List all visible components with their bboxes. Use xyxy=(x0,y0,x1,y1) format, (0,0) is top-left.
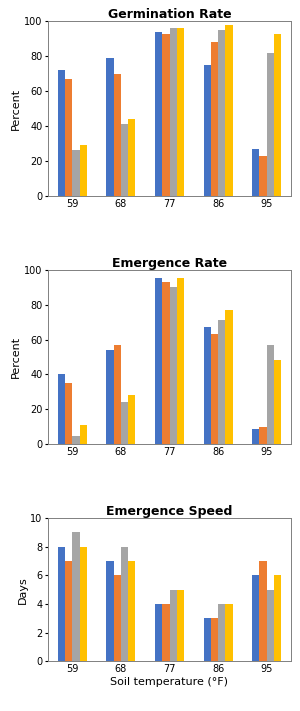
Bar xyxy=(218,30,225,196)
Bar xyxy=(65,79,72,196)
Bar xyxy=(72,533,80,661)
X-axis label: Soil temperature (°F): Soil temperature (°F) xyxy=(110,677,229,687)
Bar xyxy=(114,74,121,196)
Bar xyxy=(252,429,260,444)
Bar xyxy=(274,33,281,196)
Bar xyxy=(80,145,87,196)
Bar xyxy=(203,327,211,444)
Bar xyxy=(211,42,218,196)
Bar xyxy=(72,436,80,444)
Bar xyxy=(162,282,169,444)
Bar xyxy=(128,119,136,196)
Bar xyxy=(58,375,65,444)
Bar xyxy=(260,427,267,444)
Bar xyxy=(121,402,128,444)
Y-axis label: Days: Days xyxy=(17,576,27,604)
Bar xyxy=(72,151,80,196)
Bar xyxy=(128,395,136,444)
Bar xyxy=(211,619,218,661)
Bar xyxy=(225,310,233,444)
Bar xyxy=(65,383,72,444)
Bar xyxy=(260,156,267,196)
Bar xyxy=(121,124,128,196)
Bar xyxy=(106,561,114,661)
Bar xyxy=(58,547,65,661)
Bar xyxy=(65,561,72,661)
Y-axis label: Percent: Percent xyxy=(11,336,21,378)
Title: Germination Rate: Germination Rate xyxy=(108,9,231,21)
Bar xyxy=(267,589,274,661)
Bar xyxy=(114,345,121,444)
Bar xyxy=(252,149,260,196)
Y-axis label: Percent: Percent xyxy=(11,87,21,129)
Bar xyxy=(267,53,274,196)
Bar xyxy=(169,28,177,196)
Bar xyxy=(274,360,281,444)
Bar xyxy=(211,334,218,444)
Bar xyxy=(162,604,169,661)
Bar xyxy=(274,575,281,661)
Bar xyxy=(128,561,136,661)
Bar xyxy=(58,70,65,196)
Title: Emergence Speed: Emergence Speed xyxy=(106,505,233,518)
Bar xyxy=(225,25,233,196)
Bar xyxy=(177,589,184,661)
Bar xyxy=(218,321,225,444)
Bar xyxy=(169,287,177,444)
Bar xyxy=(155,279,162,444)
Bar xyxy=(252,575,260,661)
Bar xyxy=(80,547,87,661)
Bar xyxy=(225,604,233,661)
Bar xyxy=(80,425,87,444)
Bar xyxy=(121,547,128,661)
Bar xyxy=(162,33,169,196)
Bar xyxy=(169,589,177,661)
Bar xyxy=(155,604,162,661)
Bar xyxy=(106,350,114,444)
Bar xyxy=(203,619,211,661)
Bar xyxy=(177,279,184,444)
Title: Emergence Rate: Emergence Rate xyxy=(112,257,227,269)
Bar xyxy=(177,28,184,196)
Bar xyxy=(260,561,267,661)
Bar xyxy=(106,58,114,196)
Bar xyxy=(155,32,162,196)
Bar xyxy=(218,604,225,661)
Bar xyxy=(203,65,211,196)
Bar xyxy=(267,345,274,444)
Bar xyxy=(114,575,121,661)
